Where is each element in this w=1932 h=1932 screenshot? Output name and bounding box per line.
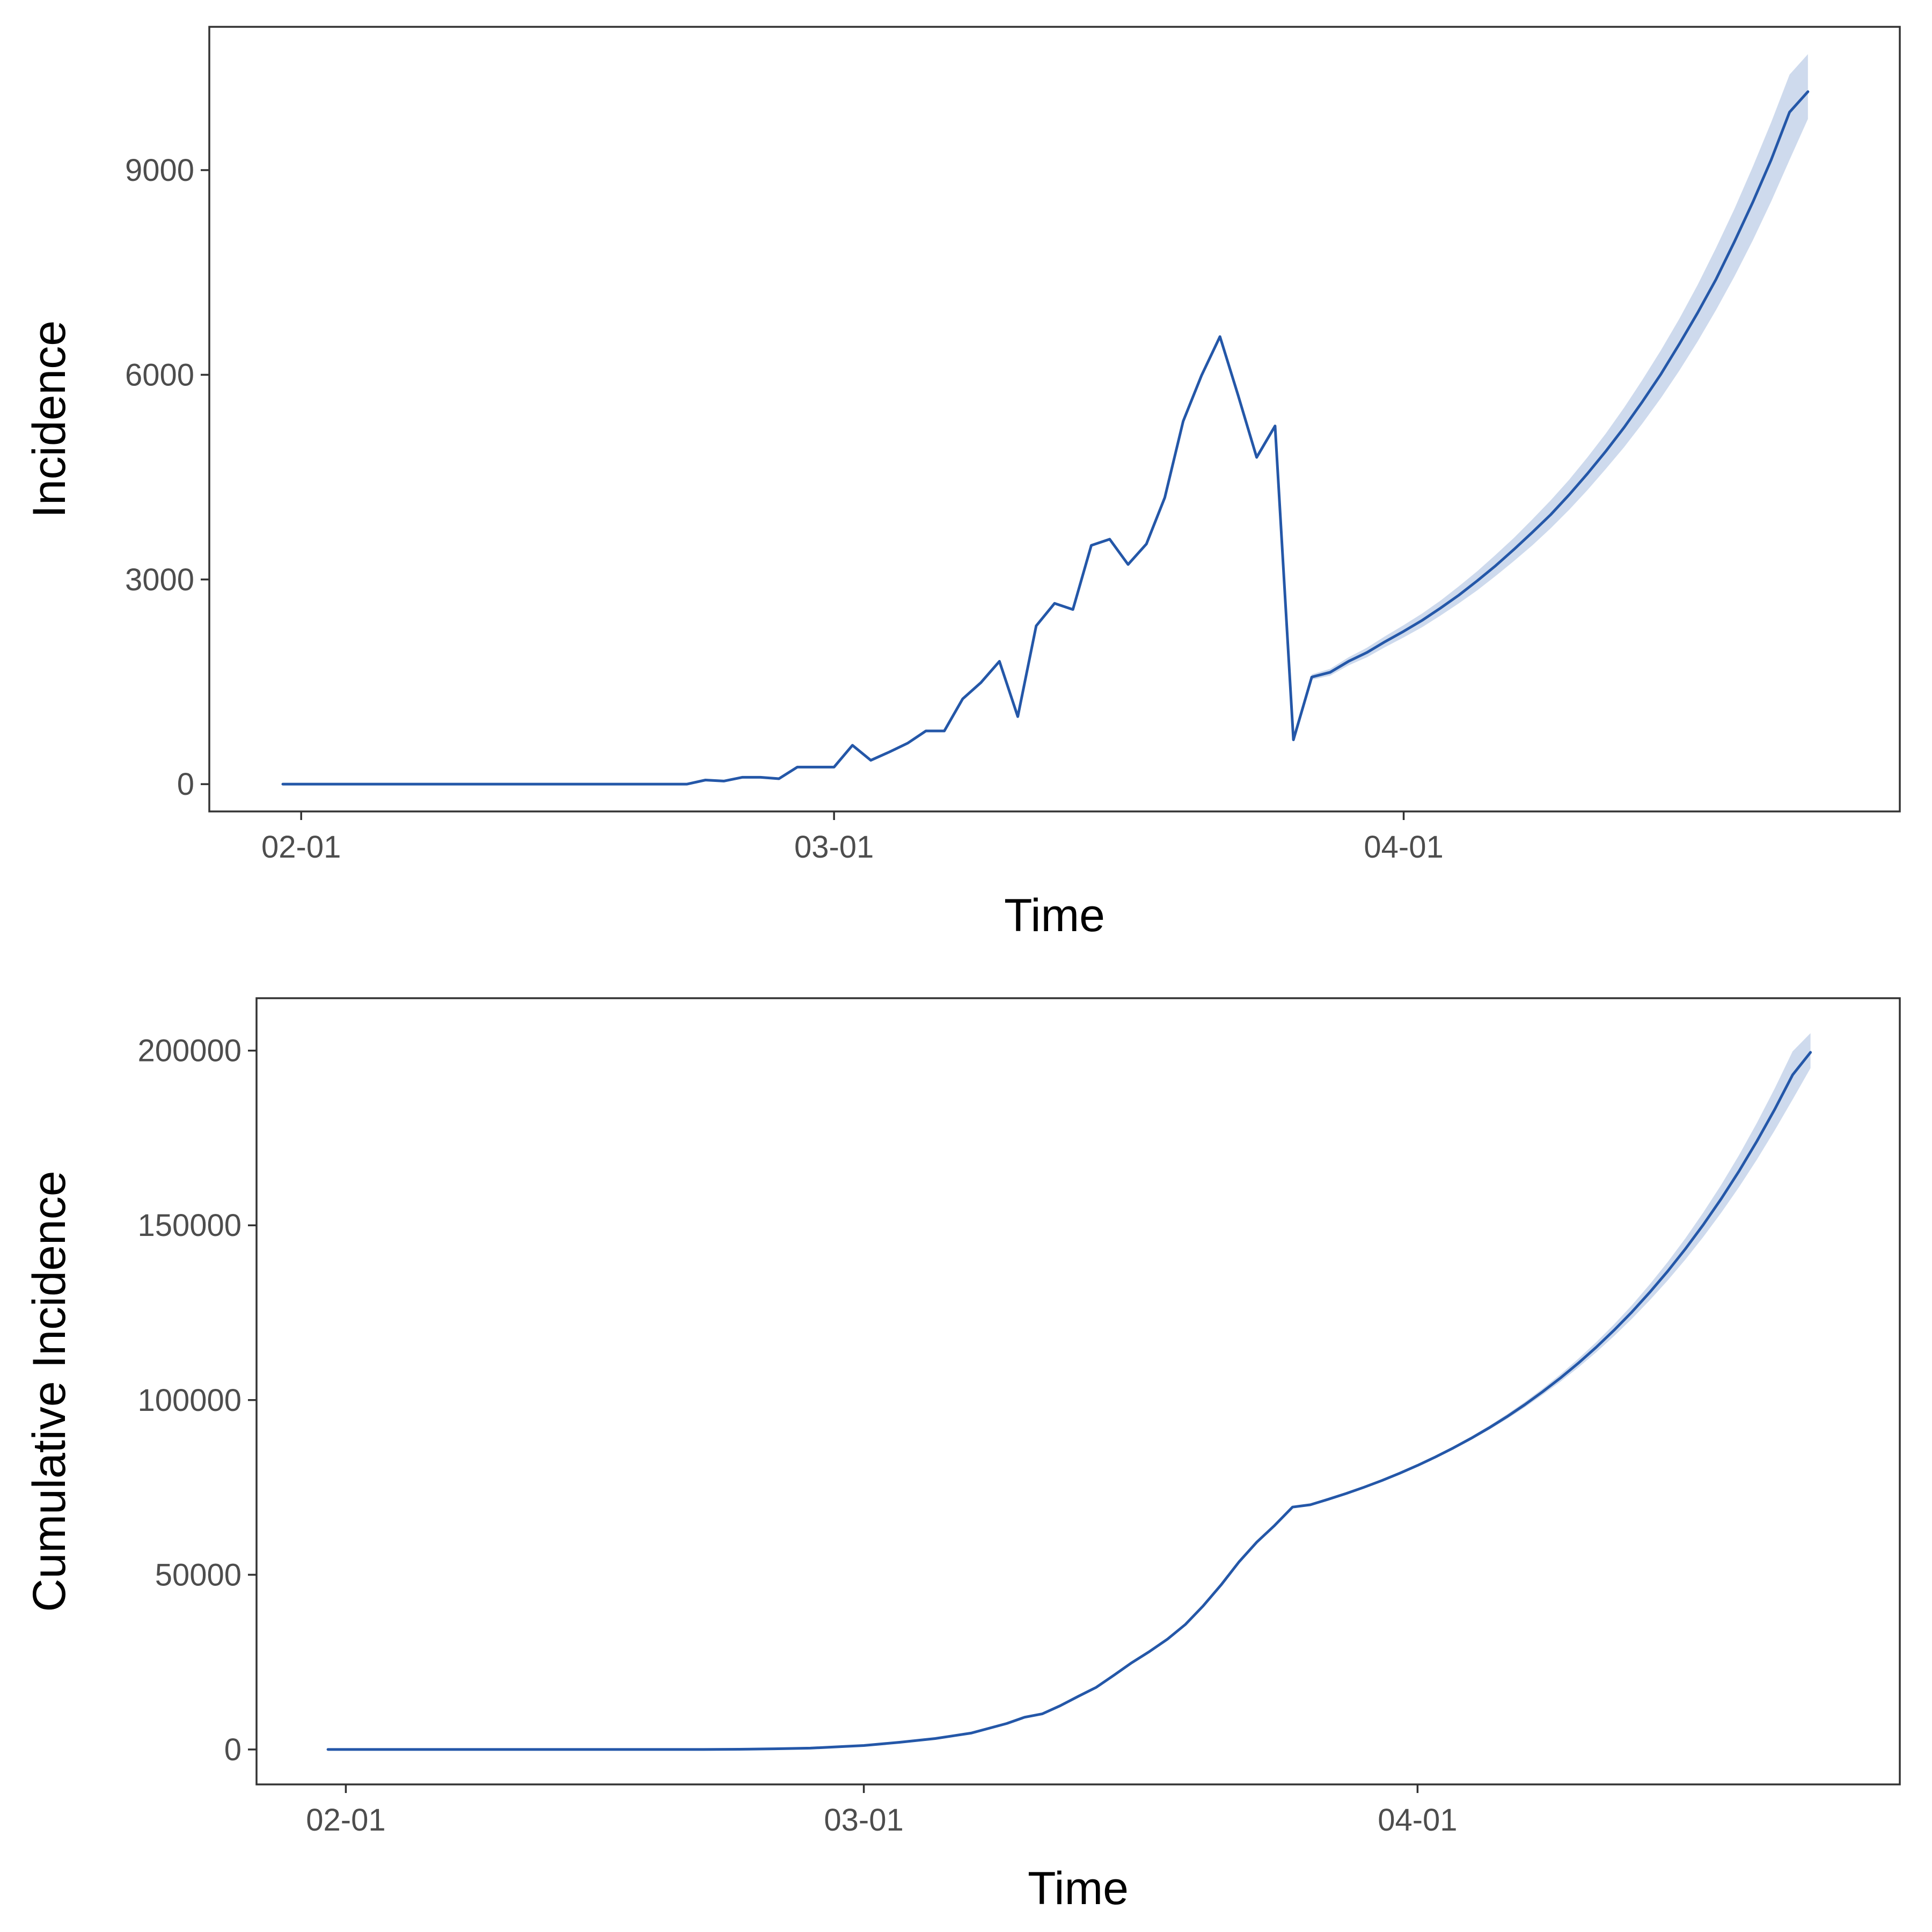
incidence-y-axis-title: Incidence (24, 320, 75, 518)
incidence-ci-band (1312, 54, 1808, 680)
cumulative-ci-band (1417, 1033, 1811, 1467)
cumulative-incidence-chart: 0 50000 100000 150000 200000 02-01 03-01 04-01… (24, 997, 1901, 1914)
x-tick-label: 04-01 (1378, 1803, 1457, 1838)
y-tick-label: 0 (224, 1732, 241, 1767)
y-tick-label: 200000 (137, 1034, 241, 1069)
y-tick-label: 0 (177, 767, 194, 802)
cumulative-y-axis: 0 50000 100000 150000 200000 (137, 1034, 257, 1767)
cumulative-y-axis-title: Cumulative Incidence (24, 1170, 75, 1612)
x-tick-label: 03-01 (794, 830, 874, 865)
x-tick-label: 03-01 (824, 1803, 903, 1838)
incidence-plot-frame (208, 26, 1901, 813)
y-tick-label: 3000 (125, 562, 194, 597)
cumulative-plot-frame (255, 997, 1901, 1785)
y-tick-label: 100000 (137, 1383, 241, 1418)
x-tick-label: 02-01 (261, 830, 341, 865)
x-tick-label: 02-01 (306, 1803, 385, 1838)
x-tick-label: 04-01 (1364, 830, 1443, 865)
cumulative-incidence-line (326, 1051, 1812, 1751)
y-tick-label: 9000 (125, 153, 194, 188)
cumulative-x-axis-title: Time (1028, 1863, 1129, 1914)
incidence-x-axis-title: Time (1004, 890, 1105, 941)
y-tick-label: 6000 (125, 357, 194, 392)
y-tick-label: 50000 (155, 1557, 241, 1592)
incidence-y-axis: 0 3000 6000 9000 (125, 153, 209, 802)
incidence-chart: 0 3000 6000 9000 02-01 03-01 04-01 Time Incid… (24, 26, 1901, 941)
incidence-line (281, 90, 1810, 786)
y-tick-label: 150000 (137, 1208, 241, 1243)
incidence-x-axis: 02-01 03-01 04-01 (261, 811, 1444, 865)
cumulative-x-axis: 02-01 03-01 04-01 (306, 1784, 1458, 1838)
